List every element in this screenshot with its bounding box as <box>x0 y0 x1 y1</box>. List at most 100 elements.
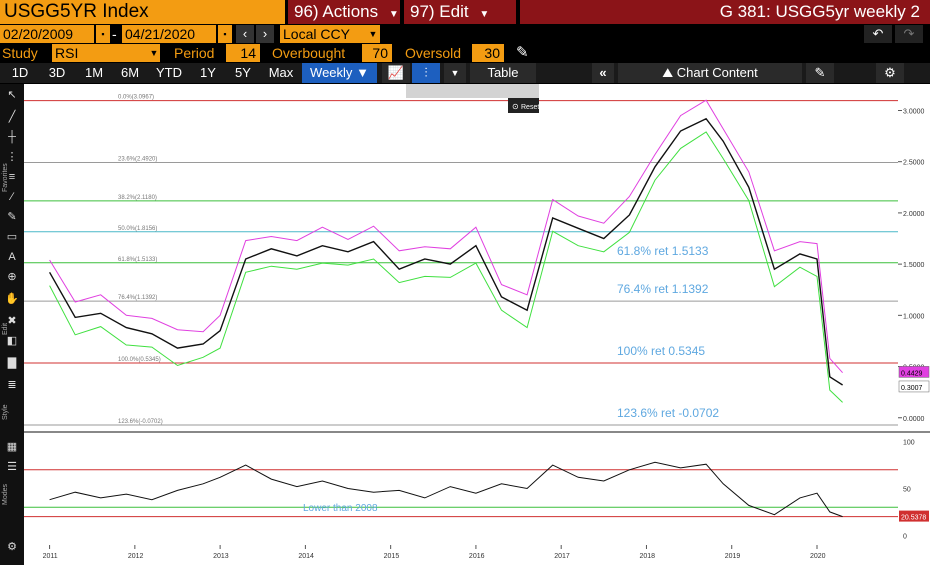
end-date-field[interactable]: 04/21/2020 <box>122 25 216 43</box>
text-icon[interactable]: A <box>8 251 16 263</box>
fib-level-label: 0.0%(3.0967) <box>118 95 154 101</box>
time-axis-label: 2016 <box>469 553 485 560</box>
rsi-last-value-label: 20.5378 <box>901 515 926 522</box>
rsi-line <box>49 461 843 518</box>
pen-icon[interactable]: ✎ <box>7 211 17 223</box>
oversold-input[interactable]: 30 <box>472 44 504 62</box>
ticker-field[interactable]: USGG5YR Index <box>0 0 285 24</box>
settings-icon[interactable]: ⚙ <box>7 541 17 553</box>
overbought-input[interactable]: 70 <box>362 44 392 62</box>
upper-band-line <box>49 99 843 374</box>
chevron-down-icon: ▼ <box>388 9 399 20</box>
fib-level-label: 100.0%(0.5345) <box>118 357 161 363</box>
price-line <box>48 117 843 386</box>
stack-icon[interactable]: ☰ <box>7 461 17 473</box>
chevron-right-icon[interactable]: › <box>256 25 274 43</box>
rsi-annotation: Lower than 2008 <box>303 503 378 514</box>
frequency-select[interactable]: Weekly ▼ <box>302 63 377 83</box>
reset-button[interactable] <box>508 98 539 113</box>
chevron-left-icon[interactable]: ‹ <box>236 25 254 43</box>
range-button-max[interactable]: Max <box>268 65 294 80</box>
retracement-annotation-3: 123.6% ret -0.0702 <box>617 406 719 420</box>
time-axis-label: 2013 <box>213 553 229 560</box>
ruler-icon[interactable]: ⋮ <box>6 151 18 163</box>
style-icon[interactable]: ◧ <box>6 335 18 347</box>
zoom-icon[interactable]: ⊕ <box>7 271 17 283</box>
gear-icon[interactable]: ⚙ <box>876 63 904 83</box>
line-chart-icon[interactable]: 📈 <box>382 63 410 83</box>
retracement-annotation-1: 76.4% ret 1.1392 <box>617 282 709 296</box>
range-button-6m[interactable]: 6M <box>120 65 140 80</box>
price-axis-label: 3.0000 <box>903 108 925 115</box>
study-label: Study <box>2 45 38 61</box>
edit-chart-icon[interactable]: ✎ <box>806 63 834 83</box>
last-value-tag-0 <box>898 366 930 378</box>
channel-icon[interactable]: ∕ <box>11 191 13 203</box>
price-plot-area <box>24 84 898 431</box>
actions-label: 96) Actions <box>294 2 379 21</box>
price-axis-label: 1.5000 <box>903 262 925 269</box>
hand-icon[interactable]: ✋ <box>5 293 19 305</box>
currency-select[interactable]: Local CCY <box>280 25 366 43</box>
color-icon[interactable]: ▇ <box>7 357 17 369</box>
fib-level-label: 23.6%(2.4920) <box>118 157 157 163</box>
mode-icon[interactable]: ≣ <box>7 379 17 391</box>
fib-level-label: 76.4%(1.1392) <box>118 295 157 301</box>
edit-label: 97) Edit <box>410 2 469 21</box>
range-button-1y[interactable]: 1Y <box>200 65 216 80</box>
calendar-icon[interactable]: ▪ <box>96 25 110 43</box>
undo-icon[interactable]: ↶ <box>864 25 892 43</box>
time-axis-label: 2012 <box>128 553 144 560</box>
reset-label: Reset <box>521 104 539 111</box>
study-select[interactable]: RSI <box>52 44 148 62</box>
popup-toolbar <box>406 84 539 98</box>
rsi-axis-label: 100 <box>903 440 915 447</box>
overbought-label: Overbought <box>272 45 346 61</box>
grid-icon[interactable]: ▦ <box>6 441 18 453</box>
fib-icon[interactable]: ≡ <box>8 171 16 183</box>
range-button-ytd[interactable]: YTD <box>156 65 182 80</box>
rsi-last-value-tag <box>899 510 929 522</box>
frequency-label: Weekly <box>310 65 353 80</box>
table-button[interactable]: Table <box>470 63 536 83</box>
delete-icon[interactable]: ✖ <box>7 315 17 327</box>
chart-content-icon: ⛰ <box>662 65 677 80</box>
chevron-down-icon[interactable]: ▼ <box>444 63 466 83</box>
pencil-icon[interactable]: ✎ <box>516 44 529 61</box>
crosshair-icon[interactable]: ┼ <box>8 131 16 143</box>
range-button-5y[interactable]: 5Y <box>235 65 251 80</box>
cursor-icon[interactable]: ↖ <box>7 89 17 101</box>
chevron-down-icon: ▼ <box>356 65 369 80</box>
chevron-down-icon[interactable]: ▼ <box>366 25 380 43</box>
chart-content-label: Chart Content <box>676 65 758 80</box>
redo-icon[interactable]: ↷ <box>895 25 923 43</box>
retracement-annotation-2: 100% ret 0.5345 <box>617 344 705 358</box>
last-value-label-1: 0.3007 <box>901 385 923 392</box>
drawing-toolbar <box>0 84 24 565</box>
range-button-3d[interactable]: 3D <box>48 65 66 80</box>
period-input[interactable]: 14 <box>226 44 260 62</box>
price-axis-label: 2.5000 <box>903 160 925 167</box>
calendar-icon[interactable]: ▪ <box>218 25 232 43</box>
time-axis-label: 2011 <box>43 553 58 560</box>
fib-level-label: 123.6%(-0.0702) <box>118 419 163 425</box>
time-axis-label: 2017 <box>554 553 570 560</box>
fib-level-label: 61.8%(1.5133) <box>118 257 157 263</box>
rsi-axis-area <box>898 433 930 545</box>
range-button-1d[interactable]: 1D <box>11 65 29 80</box>
bar-chart-icon[interactable]: ⫶ <box>412 63 440 83</box>
actions-menu[interactable]: 96) Actions ▼ <box>288 0 400 24</box>
range-button-1m[interactable]: 1M <box>84 65 104 80</box>
chevron-down-icon[interactable]: ▼ <box>148 44 160 62</box>
box-icon[interactable]: ▭ <box>6 231 18 243</box>
price-axis-label: 0.0000 <box>903 416 925 423</box>
oversold-label: Oversold <box>405 45 462 61</box>
edit-menu[interactable]: 97) Edit ▼ <box>404 0 516 24</box>
chart-content-button[interactable]: ⛰ Chart Content <box>618 63 802 83</box>
time-axis-label: 2014 <box>298 553 314 560</box>
collapse-icon[interactable]: « <box>592 63 614 83</box>
lower-band-line <box>49 131 843 403</box>
start-date-field[interactable]: 02/20/2009 <box>0 25 94 43</box>
line-tool-icon[interactable]: ╱ <box>8 111 16 123</box>
